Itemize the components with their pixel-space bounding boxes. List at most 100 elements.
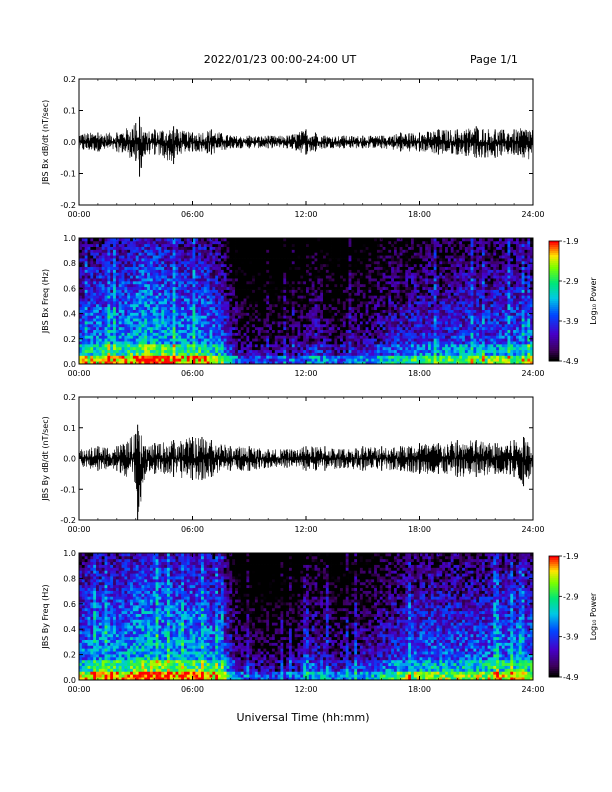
heatmap-cell — [294, 301, 298, 305]
heatmap-cell — [385, 283, 389, 288]
heatmap-cell — [121, 352, 125, 356]
heatmap-cell — [147, 321, 151, 325]
heatmap-cell — [331, 252, 335, 256]
y-tick-label: 0.0 — [63, 138, 76, 147]
heatmap-cell — [280, 246, 284, 250]
heatmap-cell — [87, 240, 91, 245]
heatmap-cell — [317, 263, 321, 268]
heatmap-cell — [308, 240, 313, 245]
heatmap-cell — [81, 266, 86, 270]
heatmap-cell — [354, 355, 358, 359]
heatmap-cell — [147, 303, 151, 308]
heatmap-cell — [166, 238, 171, 242]
heatmap-cell — [93, 258, 97, 262]
heatmap-cell — [337, 283, 341, 288]
heatmap-cell — [320, 258, 324, 262]
heatmap-cell — [374, 243, 378, 247]
heatmap-cell — [220, 323, 225, 328]
heatmap-cell — [141, 269, 145, 273]
heatmap-cell — [186, 275, 191, 279]
heatmap-cell — [172, 332, 176, 336]
heatmap-cell — [342, 243, 347, 247]
heatmap-cell — [340, 358, 344, 362]
heatmap-cell — [357, 243, 361, 247]
heatmap-cell — [130, 249, 134, 253]
heatmap-cell — [340, 318, 344, 322]
heatmap-cell — [308, 315, 313, 319]
heatmap-cell — [357, 312, 361, 316]
heatmap-cell — [124, 249, 128, 253]
heatmap-cell — [240, 358, 244, 362]
heatmap-cell — [257, 352, 261, 356]
heatmap-cell — [226, 280, 230, 285]
heatmap-cell — [175, 272, 179, 276]
heatmap-cell — [104, 335, 108, 339]
heatmap-cell — [337, 260, 341, 265]
heatmap-cell — [218, 355, 222, 359]
heatmap-cell — [257, 286, 261, 290]
heatmap-cell — [209, 283, 213, 288]
heatmap-cell — [269, 246, 273, 250]
heatmap-cell — [110, 238, 114, 242]
heatmap-cell — [388, 263, 392, 268]
heatmap-cell — [206, 286, 210, 290]
heatmap-cell — [164, 352, 168, 356]
heatmap-cell — [252, 289, 256, 293]
heatmap-cell — [121, 355, 125, 359]
heatmap-cell — [107, 315, 111, 319]
heatmap-cell — [158, 263, 162, 268]
heatmap-cell — [237, 292, 242, 296]
heatmap-cell — [84, 275, 88, 279]
heatmap-cell — [320, 295, 324, 299]
heatmap-cell — [283, 332, 287, 336]
heatmap-cell — [376, 321, 381, 325]
heatmap-cell — [115, 352, 120, 356]
heatmap-cell — [294, 309, 298, 313]
heatmap-cell — [382, 355, 386, 359]
heatmap-cell — [220, 258, 225, 262]
heatmap-cell — [175, 243, 179, 247]
heatmap-cell — [385, 332, 389, 336]
heatmap-cell — [198, 321, 202, 325]
heatmap-cell — [181, 266, 185, 270]
heatmap-cell — [118, 338, 122, 342]
heatmap-cell — [334, 312, 338, 316]
heatmap-cell — [243, 263, 247, 268]
heatmap-cell — [113, 323, 117, 328]
heatmap-cell — [189, 255, 193, 259]
heatmap-cell — [274, 272, 279, 276]
heatmap-cell — [90, 329, 94, 333]
heatmap-cell — [158, 321, 162, 325]
heatmap-cell — [155, 349, 159, 353]
heatmap-cell — [183, 343, 188, 348]
heatmap-cell — [311, 301, 315, 305]
heatmap-cell — [365, 266, 369, 270]
heatmap-cell — [161, 263, 165, 268]
heatmap-cell — [240, 341, 244, 345]
heatmap-cell — [328, 243, 332, 247]
heatmap-cell — [107, 335, 111, 339]
heatmap-cell — [342, 255, 347, 259]
heatmap-cell — [374, 280, 378, 285]
heatmap-cell — [235, 280, 239, 285]
heatmap-cell — [362, 240, 366, 245]
heatmap-cell — [337, 355, 341, 359]
heatmap-cell — [260, 243, 264, 247]
heatmap-cell — [141, 338, 145, 342]
heatmap-cell — [291, 326, 296, 331]
heatmap-cell — [229, 309, 233, 313]
heatmap-cell — [314, 301, 318, 305]
heatmap-cell — [331, 298, 335, 302]
heatmap-cell — [141, 352, 145, 356]
heatmap-cell — [303, 258, 307, 262]
heatmap-cell — [158, 306, 162, 310]
heatmap-cell — [362, 249, 366, 253]
heatmap-cell — [104, 258, 108, 262]
heatmap-cell — [274, 266, 279, 270]
heatmap-cell — [144, 246, 148, 250]
heatmap-cell — [186, 338, 191, 342]
heatmap-cell — [158, 289, 162, 293]
heatmap-cell — [209, 269, 213, 273]
heatmap-cell — [288, 323, 293, 328]
heatmap-cell — [178, 301, 182, 305]
